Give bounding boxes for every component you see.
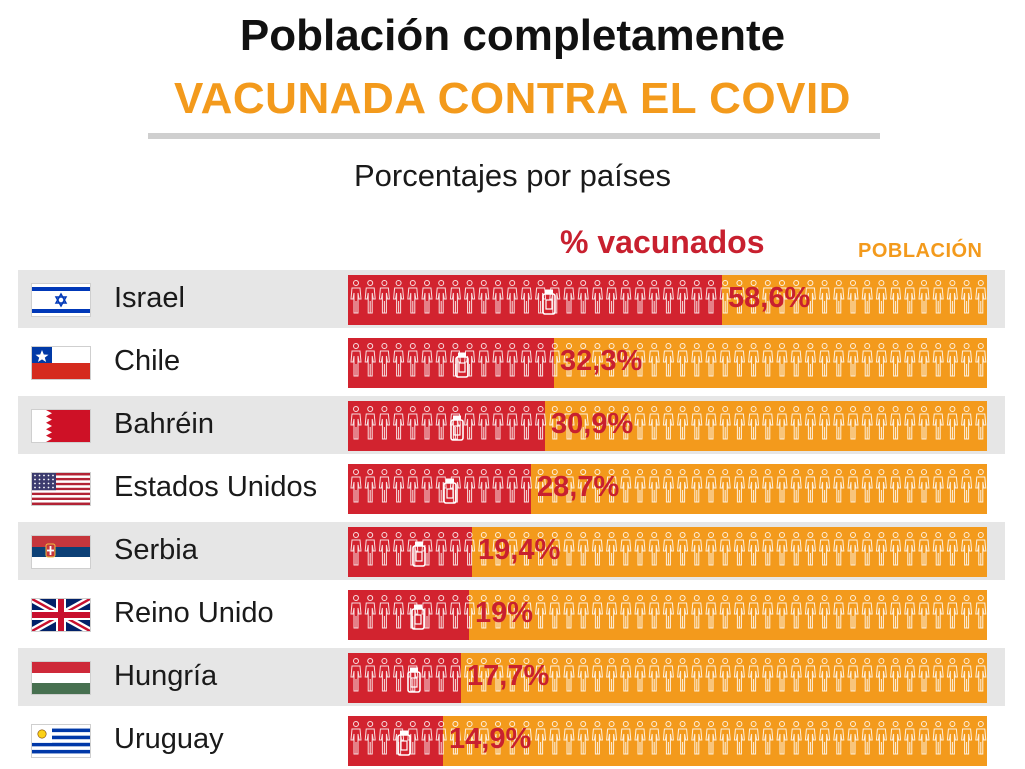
vaccine-vial-icon <box>443 478 457 504</box>
country-label: Bahréin <box>114 408 214 440</box>
people-pattern <box>350 658 987 692</box>
country-row: Hungría 17,7% <box>18 648 1005 706</box>
vaccinated-bar <box>348 653 461 703</box>
country-row: Estados Unidos 28,7% <box>18 459 1005 517</box>
country-label: Estados Unidos <box>114 471 318 503</box>
vaccinated-percent-label: 32,3% <box>560 345 643 377</box>
people-pattern <box>350 343 987 377</box>
chart-subtitle: Porcentajes por países <box>353 158 672 193</box>
population-bar <box>348 275 987 325</box>
vaccine-vial-icon <box>397 730 411 756</box>
country-row: Serbia 19,4% <box>18 522 1005 580</box>
country-row: Reino Unido 19% <box>18 585 1005 643</box>
usa-flag-icon <box>32 473 90 505</box>
uk-flag-icon <box>32 599 90 631</box>
population-bar <box>348 401 987 451</box>
uruguay-flag-icon <box>32 725 90 757</box>
vaccinated-bar <box>348 716 443 766</box>
people-pattern <box>350 721 987 755</box>
people-pattern <box>350 469 987 503</box>
vaccinated-percent-label: 28,7% <box>537 471 620 503</box>
vaccine-vial-icon <box>450 415 464 441</box>
population-bar <box>348 716 987 766</box>
country-row: Bahréin 30,9% <box>18 396 1005 454</box>
vaccine-vial-icon <box>542 289 556 315</box>
israel-flag-icon <box>32 284 90 316</box>
population-bar <box>348 338 987 388</box>
serbia-flag-icon <box>32 536 90 568</box>
people-pattern <box>350 532 987 566</box>
title-divider <box>148 133 880 139</box>
chile-flag-icon <box>32 347 90 379</box>
country-label: Chile <box>114 345 181 377</box>
vaccinated-percent-label: 19,4% <box>478 534 561 566</box>
vaccinated-percent-label: 17,7% <box>467 660 550 692</box>
vaccinated-percent-label: 30,9% <box>551 408 634 440</box>
bahrain-flag-icon <box>32 410 90 442</box>
vaccine-vial-icon <box>412 541 426 567</box>
country-label: Hungría <box>114 660 218 692</box>
legend-vaccinated: % vacunados <box>560 224 765 260</box>
people-pattern <box>350 406 987 440</box>
vaccinated-percent-label: 58,6% <box>728 282 811 314</box>
hungary-flag-icon <box>32 662 90 694</box>
population-bar <box>348 527 987 577</box>
population-bar <box>348 464 987 514</box>
country-row: Israel 58,6% <box>18 270 1005 328</box>
population-bar <box>348 653 987 703</box>
country-label: Uruguay <box>114 723 224 755</box>
title-line-1: Población completamente <box>239 11 786 60</box>
country-label: Israel <box>114 282 185 314</box>
vaccinated-percent-label: 14,9% <box>449 723 532 755</box>
people-pattern <box>350 280 987 314</box>
country-row: Uruguay 14,9% <box>18 711 1005 769</box>
population-bar <box>348 590 987 640</box>
country-label: Reino Unido <box>114 597 274 629</box>
vaccinated-bar <box>348 401 545 451</box>
legend-population: POBLACIÓN <box>858 240 983 262</box>
people-pattern <box>350 595 987 629</box>
title-line-2: VACUNADA CONTRA EL COVID <box>174 74 851 123</box>
vaccine-vial-icon <box>407 667 421 693</box>
vaccine-vial-icon <box>411 604 425 630</box>
country-row: Chile 32,3% <box>18 333 1005 391</box>
vaccine-vial-icon <box>455 352 469 378</box>
country-label: Serbia <box>114 534 198 566</box>
vaccinated-percent-label: 19% <box>475 597 534 629</box>
